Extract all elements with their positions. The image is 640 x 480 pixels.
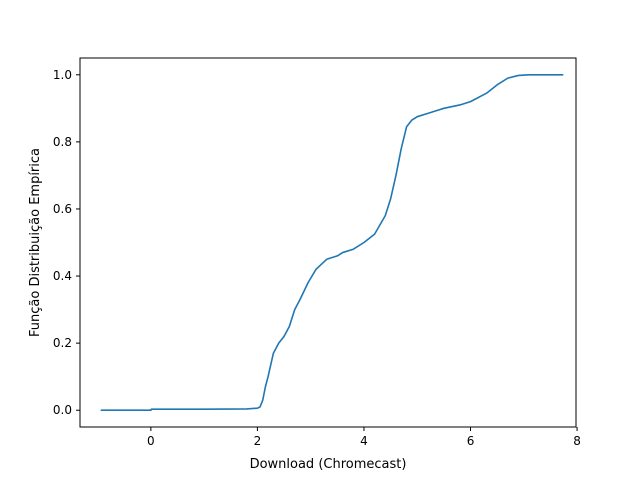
x-axis-label: Download (Chromecast) [250,457,407,472]
x-tick-label: 2 [254,434,262,448]
x-tick-label: 6 [467,434,475,448]
y-tick-label: 0.0 [53,403,72,417]
y-tick-label: 0.2 [53,336,72,350]
y-tick-label: 0.4 [53,269,72,283]
axes-frame [79,57,577,428]
y-tick-label: 0.8 [53,135,72,149]
x-tick-label: 0 [147,434,155,448]
y-tick-label: 0.6 [53,202,72,216]
axis-ticks: 0 2 4 6 8 0.0 0.2 0.4 0.6 0.8 1.0 [53,68,581,448]
y-axis-label: Função Distribuição Empírica [28,148,43,337]
ecdf-series-line [100,73,564,412]
plot-area [100,73,564,412]
y-tick-label: 1.0 [53,68,72,82]
x-tick-label: 8 [573,434,581,448]
x-tick-label: 4 [360,434,368,448]
